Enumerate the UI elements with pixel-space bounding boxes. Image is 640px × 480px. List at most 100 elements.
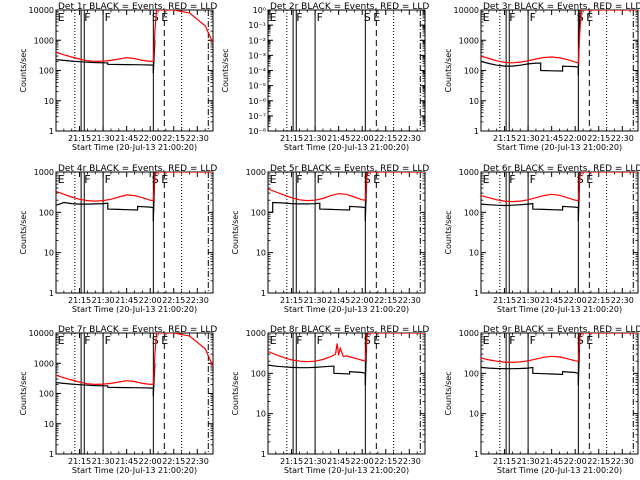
panel-title: Det 2r BLACK = Events, RED = LLD [270, 2, 429, 12]
x-tick-label: 21:15 [493, 296, 516, 305]
x-tick-label: 22:15 [587, 296, 610, 305]
y-tick-label: 10⁰ [253, 6, 266, 15]
y-tick-label: 10 [44, 249, 54, 258]
x-tick-label: 22:15 [587, 134, 610, 143]
marker-lines [499, 172, 634, 293]
y-axis-label: Counts/sec [444, 48, 453, 92]
flag-label: E [586, 11, 593, 24]
panel-det-3: Det 3r BLACK = Events, RED = LLD 1 10 100 10… [444, 2, 640, 152]
x-tick-label: 21:45 [540, 296, 563, 305]
panel-det-7: Det 7r BLACK = Events, RED = LLD 1 10 100 10… [19, 325, 217, 475]
y-tick-label: 10⁻⁶ [248, 97, 266, 106]
x-axis-label: Start Time (20-Jul-13 21:00:20) [497, 466, 622, 475]
series-lld-line [268, 333, 425, 363]
flag-label: E [58, 334, 65, 347]
x-tick-label: 21:30 [517, 296, 540, 305]
x-axis-label: Start Time (20-Jul-13 21:00:20) [284, 466, 409, 475]
y-tick-label: 10 [256, 249, 266, 258]
x-tick-label: 22:30 [186, 457, 209, 466]
series-events-line [481, 333, 581, 386]
flag-label: F [317, 11, 323, 24]
flag-label: F [105, 11, 111, 24]
x-tick-label: 21:45 [540, 134, 563, 143]
marker-lines [74, 172, 209, 293]
x-tick-label: 21:15 [280, 457, 303, 466]
x-tick-label: 21:45 [540, 457, 563, 466]
flag-label: F [530, 334, 536, 347]
marker-lines [499, 10, 634, 131]
y-tick-label: 100 [464, 208, 479, 217]
y-axis-label: Counts/sec [231, 210, 240, 254]
panel-title: Det 4r BLACK = Events, RED = LLD [58, 164, 217, 174]
x-tick-label: 22:15 [162, 457, 185, 466]
marker-lines [74, 333, 209, 454]
x-tick-label: 21:15 [493, 457, 516, 466]
y-tick-label: 10 [256, 410, 266, 419]
x-axis-label: Start Time (20-Jul-13 21:00:20) [284, 143, 409, 152]
x-axis-label: Start Time (20-Jul-13 21:00:20) [72, 466, 197, 475]
series-events-line [56, 40, 156, 74]
y-tick-label: 1 [474, 127, 479, 136]
flag-label: E [373, 334, 380, 347]
x-tick-label: 22:15 [587, 457, 610, 466]
x-axis-label: Start Time (20-Jul-13 21:00:20) [284, 305, 409, 314]
flag-label: F [509, 11, 515, 24]
y-tick-label: 100 [464, 369, 479, 378]
series-lld-line [481, 333, 638, 363]
y-tick-label: 10⁻³ [248, 51, 266, 60]
y-axis-label: Counts/sec [444, 371, 453, 415]
y-tick-label: 10 [469, 410, 479, 419]
flag-label: E [270, 11, 277, 24]
x-tick-label: 21:45 [115, 134, 138, 143]
y-tick-label: 1 [49, 450, 54, 459]
flag-label: E [373, 173, 380, 186]
y-tick-label: 10⁻⁵ [248, 82, 266, 91]
x-axis-label: Start Time (20-Jul-13 21:00:20) [497, 143, 622, 152]
y-axis-label: Counts/sec [19, 371, 28, 415]
plot-frame [55, 9, 214, 132]
marker-lines [286, 333, 421, 454]
panel-title: Det 5r BLACK = Events, RED = LLD [270, 164, 429, 174]
flag-label: F [296, 173, 302, 186]
flag-label: E [586, 173, 593, 186]
y-tick-label: 100 [39, 208, 54, 217]
y-tick-label: 1000 [246, 168, 266, 177]
y-tick-label: 1000 [34, 359, 54, 368]
x-axis-label: Start Time (20-Jul-13 21:00:20) [497, 305, 622, 314]
y-tick-label: 1000 [459, 36, 479, 45]
flag-label: F [317, 334, 323, 347]
flag-label: F [509, 173, 515, 186]
y-tick-label: 100 [251, 369, 266, 378]
y-tick-label: 1000 [246, 329, 266, 338]
series-lld-line [56, 10, 213, 63]
x-tick-label: 22:00 [564, 457, 587, 466]
y-tick-label: 100 [39, 390, 54, 399]
y-tick-label: 10000 [29, 6, 54, 15]
plot-frame [55, 171, 214, 294]
panel-title: Det 7r BLACK = Events, RED = LLD [58, 325, 217, 335]
panel-title: Det 8r BLACK = Events, RED = LLD [270, 325, 429, 335]
y-tick-label: 1 [474, 450, 479, 459]
flag-label: F [296, 11, 302, 24]
y-tick-label: 10⁻² [248, 36, 266, 45]
panel-det-9: Det 9r BLACK = Events, RED = LLD 1 10 100 10… [444, 325, 640, 475]
y-tick-label: 10 [44, 97, 54, 106]
x-tick-label: 22:30 [611, 134, 634, 143]
series-events-line [481, 172, 581, 222]
y-tick-label: 1000 [34, 168, 54, 177]
y-axis-label: Counts/sec [444, 210, 453, 254]
y-axis-label: Counts/sec [19, 210, 28, 254]
series-group [481, 172, 638, 222]
x-tick-label: 22:30 [398, 457, 421, 466]
plot-frame [267, 171, 426, 294]
panel-title: Det 3r BLACK = Events, RED = LLD [483, 2, 640, 12]
flag-label: F [105, 334, 111, 347]
series-lld-line [481, 172, 638, 203]
flag-label: S [152, 11, 159, 24]
panel-det-1: Det 1r BLACK = Events, RED = LLD 1 10 100 10… [19, 2, 217, 152]
flag-label: E [373, 11, 380, 24]
x-tick-label: 22:00 [351, 457, 374, 466]
x-tick-label: 21:15 [68, 457, 91, 466]
x-tick-label: 22:00 [564, 134, 587, 143]
